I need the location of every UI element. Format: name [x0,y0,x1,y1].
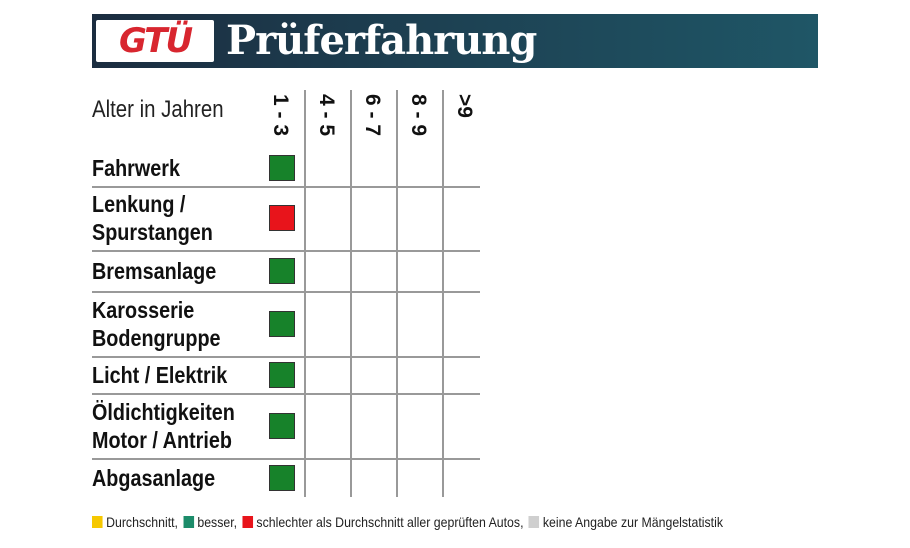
legend-swatch [92,516,103,528]
row-label: Licht / Elektrik [92,361,228,388]
title: Prüferfahrung [226,17,537,64]
legend-label: Durchschnitt, [106,514,178,530]
rating-square [269,361,295,388]
legend-label: besser, [197,514,238,530]
grid-line [92,250,480,252]
column-header: 4 - 5 [304,94,350,144]
column-label: 8 - 9 [407,94,430,137]
legend-swatch [242,516,253,528]
row-label: Fahrwerk [92,155,180,181]
legend-item: besser, [183,514,237,530]
rating-square [269,464,295,491]
column-label: 4 - 5 [315,94,338,137]
grid-line [92,458,480,460]
column-label: 6 - 7 [361,94,384,137]
legend-item: keine Angabe zur Mängelstatistik [528,514,723,530]
rating-square [269,155,295,181]
rating-square [269,310,295,337]
column-header: 1 - 3 [258,94,304,144]
column-label: >9 [453,94,476,118]
grid-line [396,90,398,497]
rating-square [269,412,295,439]
header-bar: GTÜ Prüferfahrung [92,14,818,68]
legend-swatch [183,516,194,528]
legend-label: schlechter als Durchschnitt aller geprüf… [256,514,524,530]
row-label: Öldichtigkeiten Motor / Antrieb [92,398,235,453]
grid-line [92,393,480,395]
row-label: Bremsanlage [92,257,217,284]
column-header: 6 - 7 [350,94,396,144]
row-label: Karosserie Bodengruppe [92,296,221,351]
legend-item: schlechter als Durchschnitt aller geprüf… [242,514,524,530]
grid-line [92,291,480,293]
column-header: >9 [442,94,488,144]
legend-label: keine Angabe zur Mängelstatistik [542,514,723,530]
axis-label: Alter in Jahren [92,96,224,123]
rating-square [269,205,295,231]
legend: Durchschnitt, besser, schlechter als Durch… [92,514,723,530]
legend-item: Durchschnitt, [92,514,178,530]
grid-line [442,90,444,497]
row-label: Abgasanlage [92,464,216,491]
column-label: 1 - 3 [269,94,292,137]
column-header: 8 - 9 [396,94,442,144]
rating-square [269,257,295,284]
row-label: Lenkung / Spurstangen [92,191,213,245]
grid-line [304,90,306,497]
grid-line [92,186,480,188]
legend-swatch [528,516,540,528]
grid-line [350,90,352,497]
grid-line [92,356,480,358]
logo: GTÜ [96,20,214,62]
